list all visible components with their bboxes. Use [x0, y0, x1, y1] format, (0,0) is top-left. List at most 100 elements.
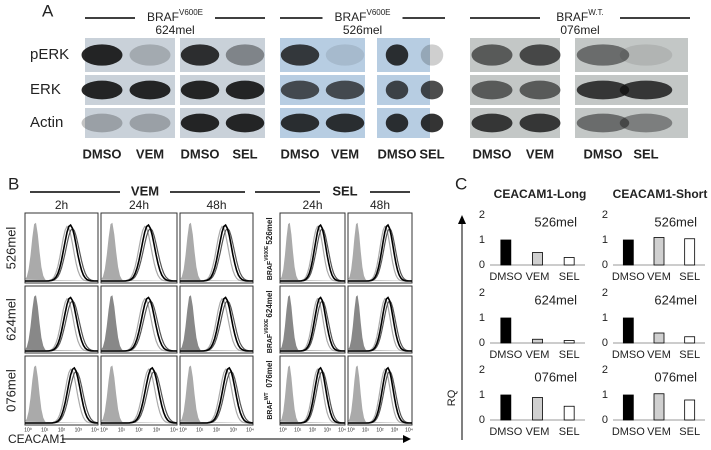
gene: BRAF [267, 260, 274, 280]
lane-label: DMSO [281, 146, 320, 161]
x-tick-label: 10² [58, 427, 66, 433]
y-tick-label: 2 [602, 364, 608, 376]
x-tick-label: SEL [559, 271, 580, 283]
histogram-line [280, 296, 345, 352]
lane-label: SEL [419, 146, 444, 161]
isotype-histogram [25, 365, 98, 423]
time-label: 48h [370, 198, 390, 212]
time-label: 24h [129, 198, 149, 212]
band [325, 44, 365, 66]
isotype-histogram [101, 295, 177, 351]
x-tick-label: 10¹ [294, 427, 302, 433]
isotype-histogram [101, 365, 177, 423]
x-tick-label: VEM [647, 349, 671, 361]
band [385, 113, 409, 133]
band [519, 44, 561, 66]
y-tick-label: 2 [602, 287, 608, 299]
chart-annotation: 076mel [534, 369, 577, 384]
bar [622, 317, 634, 344]
variant: WT [264, 392, 270, 400]
histogram-line [180, 223, 253, 282]
band [180, 44, 220, 66]
x-axis-label: CEACAM1 [8, 432, 66, 446]
y-tick-label: 1 [602, 312, 608, 324]
bar [500, 239, 512, 266]
blot [85, 108, 175, 138]
lane-label: SEL [633, 146, 658, 161]
gene: BRAF [267, 333, 274, 353]
chart-annotation: 624mel [534, 292, 577, 307]
genotype-line: 624mel [265, 290, 274, 317]
x-tick-label: 10³ [75, 427, 83, 433]
histogram-line [101, 366, 178, 424]
isotype-histogram [180, 222, 253, 281]
bar [653, 393, 665, 421]
treatment-label: VEM [131, 183, 159, 198]
x-tick-label: VEM [526, 271, 550, 283]
y-tick-label: 0 [602, 414, 608, 426]
panel-label: A [42, 1, 54, 20]
gene: BRAF [334, 10, 366, 24]
lane-label: DMSO [584, 146, 623, 161]
genotype-header: BRAFV600E [147, 8, 203, 24]
x-tick-label: SEL [679, 271, 700, 283]
x-tick-label: 10¹ [118, 427, 126, 433]
y-tick-label: 0 [479, 259, 485, 271]
x-tick-label: 10⁴ [91, 427, 99, 433]
band [129, 113, 171, 133]
panel-label: B [8, 174, 19, 193]
band [385, 80, 409, 100]
y-tick-label: 1 [479, 389, 485, 401]
lane-label: DMSO [378, 146, 417, 161]
isotype-histogram [25, 222, 98, 281]
histogram-line [25, 223, 98, 282]
band [385, 44, 409, 66]
x-tick-label: VEM [526, 349, 550, 361]
genotype-header: BRAFW.T. [556, 8, 604, 24]
histogram-line [348, 366, 412, 424]
x-tick-label: SEL [679, 349, 700, 361]
cell-line: 076mel [560, 23, 599, 37]
x-tick-label: 10⁴ [405, 427, 413, 433]
chart-annotation: 526mel [654, 214, 697, 229]
band [471, 44, 513, 66]
isotype-histogram [348, 222, 412, 281]
band [576, 80, 630, 100]
x-tick-label: VEM [526, 426, 550, 438]
lane-label: SEL [232, 146, 257, 161]
cell-line: 624mel [155, 23, 194, 37]
x-tick-label: 10⁰ [347, 427, 355, 433]
x-tick-label: SEL [679, 426, 700, 438]
lane-label: VEM [136, 146, 164, 161]
variant: W.T. [588, 8, 604, 17]
lane-label: DMSO [473, 146, 512, 161]
row-label: 076mel [3, 369, 18, 412]
x-tick-label: DMSO [612, 426, 645, 438]
band [519, 113, 561, 133]
y-tick-label: 2 [479, 209, 485, 221]
band [81, 80, 123, 100]
chart-annotation: 624mel [654, 292, 697, 307]
band [325, 113, 365, 133]
genotype-line: 076mel [265, 360, 274, 387]
panel-label: C [455, 174, 467, 193]
time-label: 48h [206, 198, 226, 212]
bar [500, 317, 512, 344]
isotype-histogram [280, 222, 345, 281]
time-label: 2h [55, 198, 68, 212]
x-tick-label: 10² [376, 427, 384, 433]
x-tick-label: DMSO [612, 349, 645, 361]
panel-b: B VEM 2h 10⁰ 10¹ 10² 10³ 10⁴ 24h 10⁰ 10¹ 10² 10³ 10⁴ 4… [3, 174, 412, 446]
band [471, 80, 513, 100]
x-tick-label: SEL [559, 349, 580, 361]
x-tick-label: 10³ [391, 427, 399, 433]
band [180, 113, 220, 133]
row-label: 526mel [3, 227, 18, 270]
bar [500, 394, 512, 421]
variant: V600E [264, 318, 270, 334]
x-tick-label: 10⁰ [24, 427, 32, 433]
band [81, 113, 123, 133]
bar [653, 237, 665, 266]
bar [684, 399, 696, 421]
genotype-label: BRAFV600E [264, 318, 274, 353]
